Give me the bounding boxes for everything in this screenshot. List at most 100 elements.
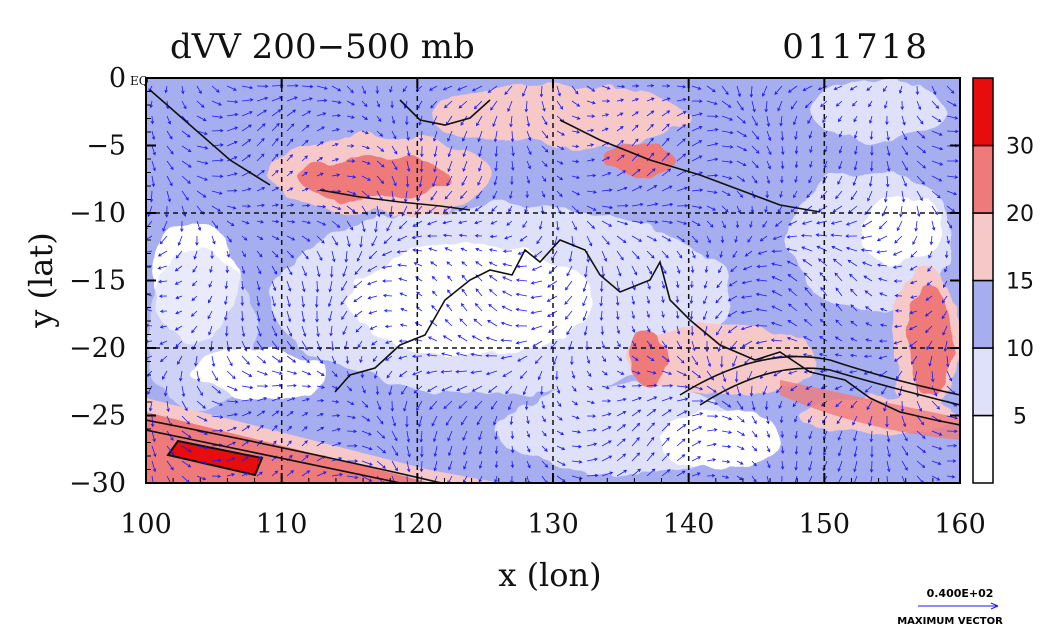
wind-vector [461, 261, 468, 267]
wind-vector [224, 280, 229, 290]
wind-vector [151, 130, 156, 141]
wind-vector [329, 325, 333, 337]
wind-vector [925, 325, 933, 334]
wind-vector [256, 137, 265, 147]
wind-vector [367, 295, 378, 300]
wind-vector [504, 85, 513, 96]
wind-vector [894, 293, 903, 298]
wind-vector [762, 85, 768, 97]
wind-vector [719, 250, 723, 259]
wind-vector [601, 471, 614, 477]
wind-vector [208, 325, 213, 336]
wind-vector [286, 295, 291, 308]
wind-vector [676, 250, 683, 259]
wind-vector [853, 115, 858, 123]
wind-vector [511, 145, 515, 157]
wind-vector [391, 115, 396, 125]
wind-vector [787, 320, 798, 327]
wind-vector [181, 445, 192, 453]
wind-vector [899, 205, 903, 218]
wind-vector [166, 475, 173, 483]
wind-vector [174, 325, 183, 331]
wind-vector [802, 353, 813, 357]
wind-vector [837, 430, 843, 441]
wind-vector [146, 265, 153, 267]
colorbar-label: 10 [1006, 337, 1034, 362]
wind-vector [490, 100, 498, 111]
wind-vector [776, 385, 783, 394]
field-region-white-center [350, 245, 590, 355]
wind-vector [211, 128, 224, 133]
wind-vector [508, 205, 513, 213]
wind-vector [346, 190, 357, 196]
wind-vector [478, 430, 483, 441]
wind-vector [494, 160, 498, 172]
wind-vector [930, 370, 935, 383]
wind-vector [706, 414, 719, 418]
wind-vector [706, 128, 719, 132]
wind-vector [427, 385, 438, 392]
wind-vector [764, 205, 768, 214]
wind-vector [837, 445, 843, 457]
wind-vector [181, 400, 188, 412]
wind-vector [331, 189, 342, 194]
wind-vector [361, 475, 373, 482]
y-tick-label: −20 [69, 333, 126, 364]
wind-vector [755, 340, 768, 345]
wind-vector [389, 85, 393, 93]
wind-vector [487, 319, 498, 327]
wind-vector [727, 310, 738, 317]
wind-vector [834, 336, 843, 342]
wind-vector [271, 169, 279, 177]
wind-vector [240, 295, 244, 307]
y-tick-label: −30 [69, 468, 126, 499]
wind-vector [226, 441, 237, 447]
wind-vector [586, 114, 596, 118]
wind-vector [751, 460, 757, 467]
wind-vector [661, 250, 669, 259]
wind-vector [546, 295, 558, 302]
wind-vector [831, 245, 843, 252]
wind-vector [462, 130, 468, 142]
wind-vector [457, 85, 468, 91]
wind-vector [196, 85, 202, 95]
wind-vector [736, 475, 743, 481]
wind-vector [676, 355, 685, 364]
wind-vector [721, 220, 726, 229]
wind-vector [885, 416, 889, 428]
wind-vector [341, 310, 348, 321]
wind-vector [616, 186, 628, 192]
wind-vector [586, 414, 597, 418]
wind-vector [866, 400, 873, 411]
wind-vector [631, 370, 641, 375]
wind-vector [706, 114, 719, 119]
wind-vector [830, 233, 843, 237]
wind-vector [691, 250, 696, 259]
wind-vector [256, 109, 268, 117]
wind-vector [751, 115, 758, 127]
wind-vector [489, 234, 498, 239]
wind-vector [773, 370, 783, 377]
wind-vector [354, 310, 363, 318]
wind-vector [835, 287, 843, 297]
wind-vector [241, 187, 252, 192]
wind-vector [444, 319, 453, 327]
wind-vector [406, 475, 408, 483]
wind-vector [346, 144, 355, 148]
wind-vector [705, 341, 709, 353]
wind-vector [256, 355, 267, 364]
wind-vector [353, 280, 363, 289]
wind-vector [474, 234, 483, 238]
contour-south-1 [146, 419, 445, 483]
wind-vector [490, 220, 498, 225]
wind-vector [879, 323, 888, 327]
wind-vector [616, 235, 627, 244]
wind-vector [741, 340, 753, 348]
wind-vector [361, 130, 369, 135]
wind-vector [510, 175, 514, 186]
wind-vector [853, 430, 858, 442]
wind-vector [399, 323, 408, 327]
wind-vector [406, 130, 410, 141]
wind-vector [175, 310, 183, 315]
